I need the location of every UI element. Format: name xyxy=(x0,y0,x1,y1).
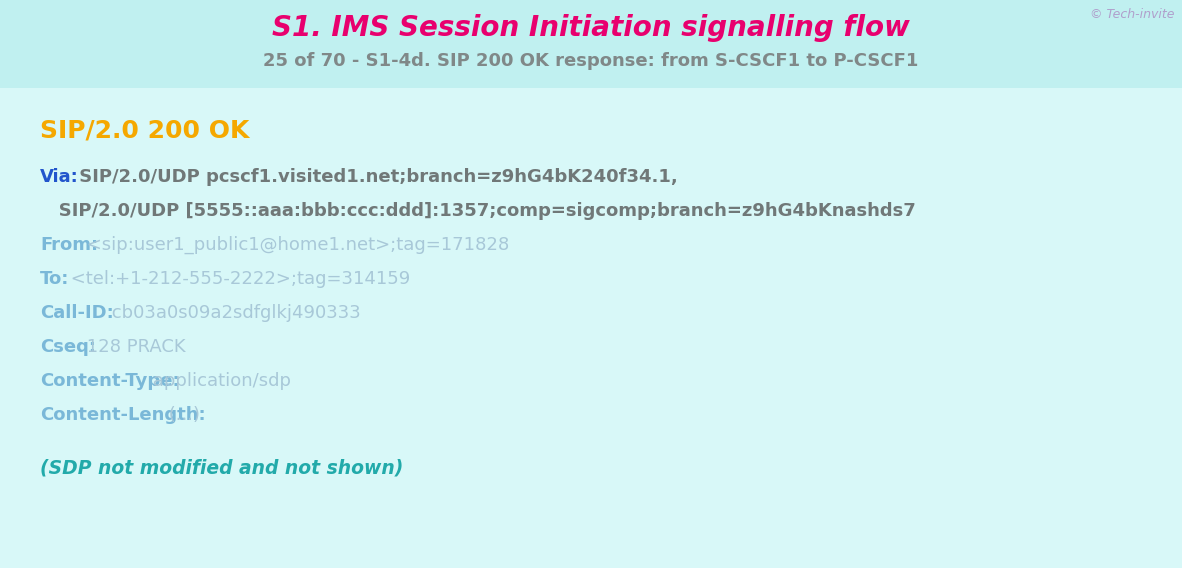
Text: <sip:user1_public1@home1.net>;tag=171828: <sip:user1_public1@home1.net>;tag=171828 xyxy=(82,236,509,254)
Text: SIP/2.0 200 OK: SIP/2.0 200 OK xyxy=(40,118,249,142)
Text: Call-ID:: Call-ID: xyxy=(40,304,113,322)
Text: Via:: Via: xyxy=(40,168,79,186)
Text: <tel:+1-212-555-2222>;tag=314159: <tel:+1-212-555-2222>;tag=314159 xyxy=(65,270,410,288)
Text: SIP/2.0/UDP [5555::aaa:bbb:ccc:ddd]:1357;comp=sigcomp;branch=z9hG4bKnashds7: SIP/2.0/UDP [5555::aaa:bbb:ccc:ddd]:1357… xyxy=(40,202,916,220)
Text: (SDP not modified and not shown): (SDP not modified and not shown) xyxy=(40,458,403,477)
Text: (...): (...) xyxy=(163,406,200,424)
Text: Cseq:: Cseq: xyxy=(40,338,96,356)
Text: To:: To: xyxy=(40,270,70,288)
Text: S1. IMS Session Initiation signalling flow: S1. IMS Session Initiation signalling fl… xyxy=(272,14,910,42)
Text: application/sdp: application/sdp xyxy=(147,372,291,390)
Text: SIP/2.0/UDP pcscf1.visited1.net;branch=z9hG4bK240f34.1,: SIP/2.0/UDP pcscf1.visited1.net;branch=z… xyxy=(73,168,677,186)
Text: Content-Length:: Content-Length: xyxy=(40,406,206,424)
Text: 25 of 70 - S1-4d. SIP 200 OK response: from S-CSCF1 to P-CSCF1: 25 of 70 - S1-4d. SIP 200 OK response: f… xyxy=(264,52,918,70)
Text: Content-Type:: Content-Type: xyxy=(40,372,180,390)
Text: From:: From: xyxy=(40,236,98,254)
Text: © Tech-invite: © Tech-invite xyxy=(1090,8,1174,21)
Text: 128 PRACK: 128 PRACK xyxy=(82,338,186,356)
Bar xyxy=(0,0,1182,88)
Text: cb03a0s09a2sdfglkj490333: cb03a0s09a2sdfglkj490333 xyxy=(105,304,361,322)
